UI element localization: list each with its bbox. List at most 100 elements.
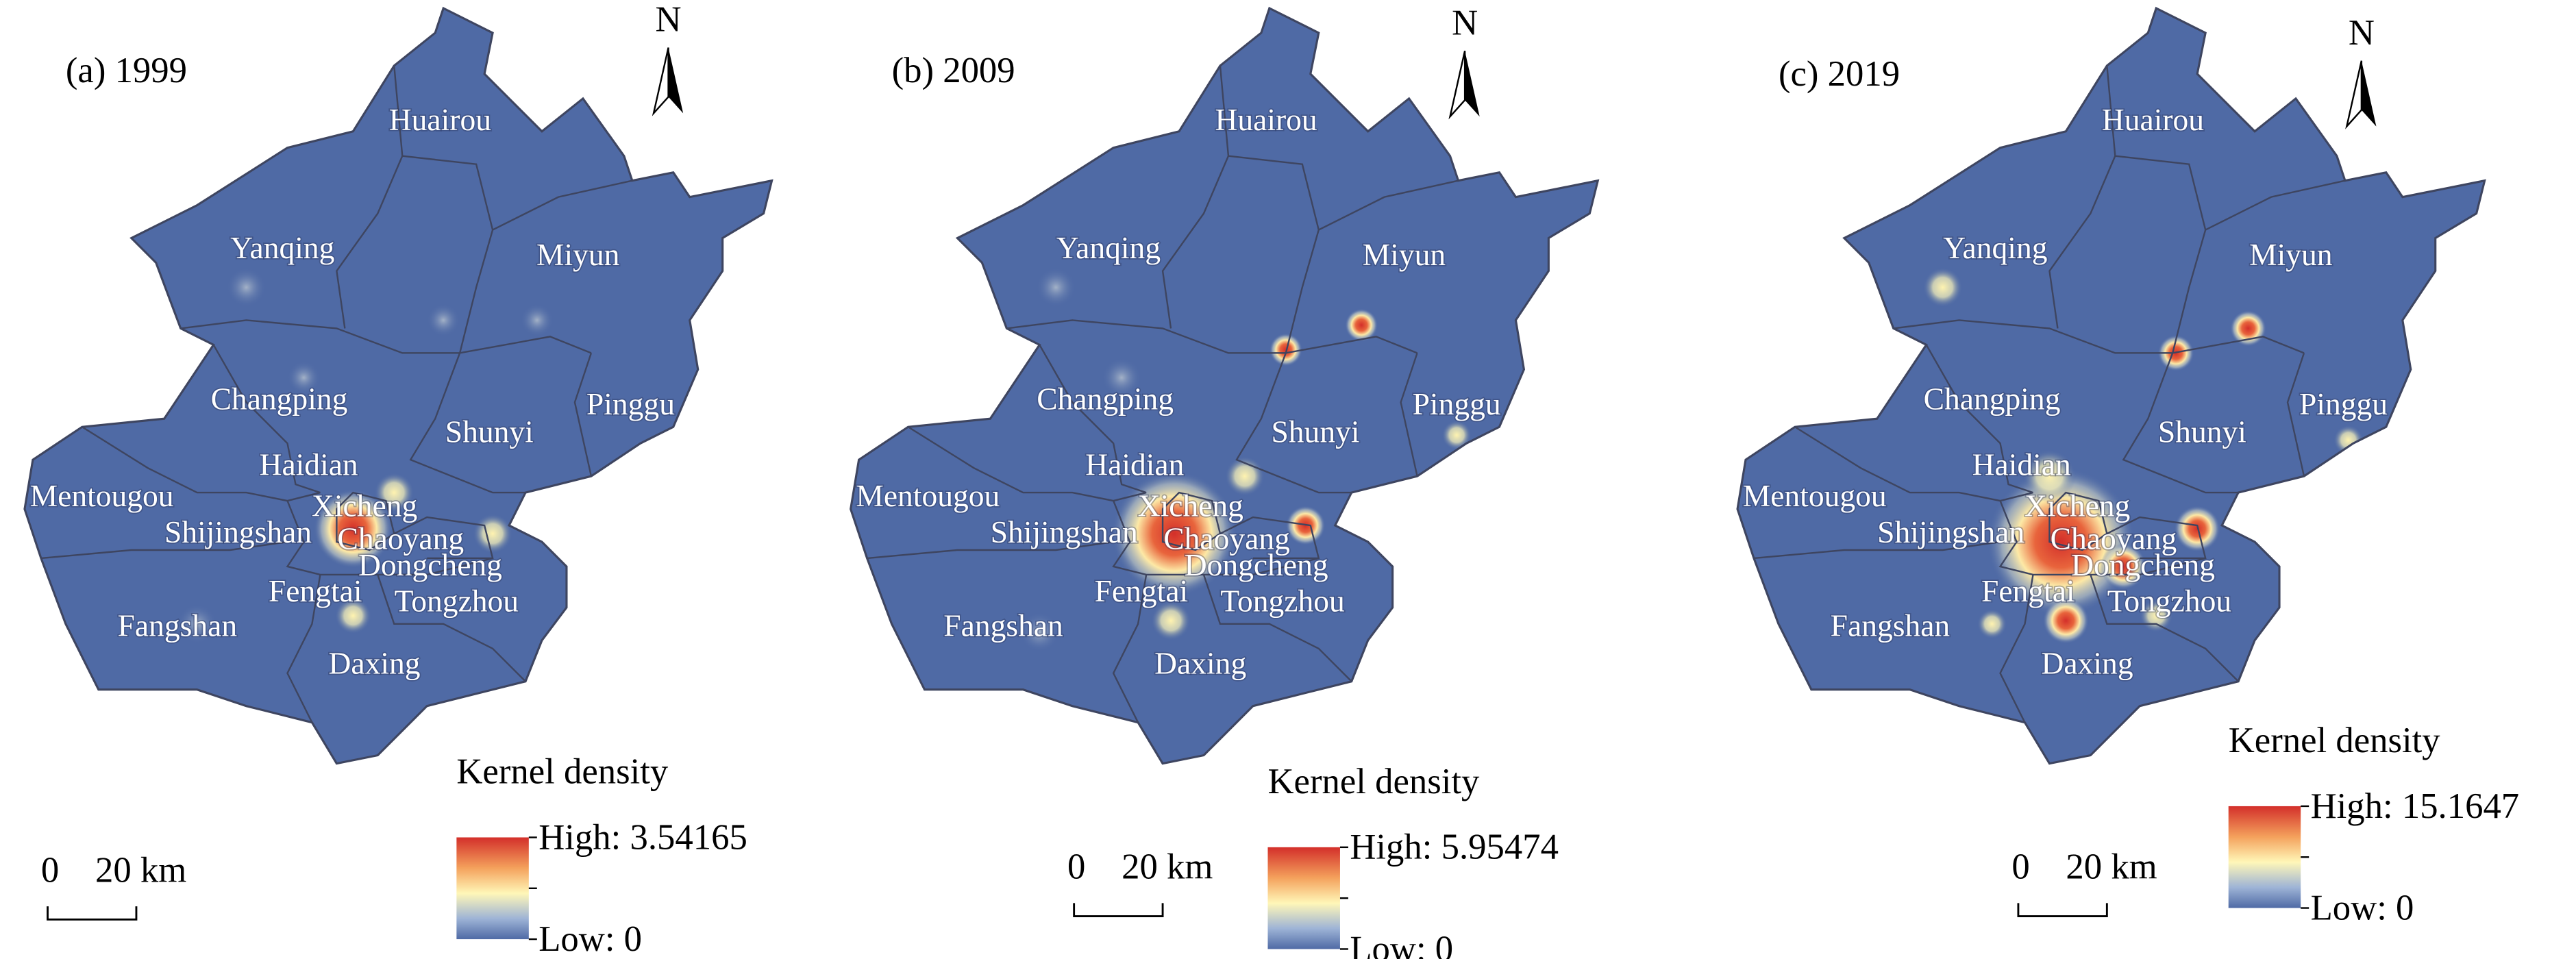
- scale-zero: 0: [2011, 847, 2029, 887]
- district-label: Tongzhou: [2107, 584, 2231, 619]
- district-label: Miyun: [2249, 237, 2333, 272]
- legend-title: Kernel density: [2229, 721, 2441, 760]
- district-border: [1925, 344, 2033, 494]
- district-label: Shunyi: [1271, 414, 1359, 449]
- hotspot: [1102, 358, 1141, 398]
- district-border: [40, 540, 288, 560]
- district-label: Changping: [1924, 382, 2061, 416]
- hotspot: [226, 267, 267, 308]
- hotspot: [374, 473, 414, 512]
- scale-bar: [2017, 903, 2108, 917]
- hotspot: [520, 303, 554, 337]
- district-label: Huairou: [389, 102, 491, 137]
- district-label: Huairou: [1215, 102, 1317, 137]
- north-label: N: [1452, 3, 1478, 42]
- hotspot: [177, 604, 217, 644]
- district-border: [2048, 65, 2116, 329]
- district-label: Mentougou: [856, 478, 1000, 513]
- hotspot: [1922, 267, 1963, 308]
- scale-bar: [1073, 903, 1164, 917]
- district-label: Mentougou: [1743, 478, 1887, 513]
- district-border: [286, 574, 321, 723]
- district-border: [1893, 319, 2305, 354]
- district-border: [1999, 574, 2034, 723]
- district-border: [492, 179, 633, 231]
- hotspot: [1036, 267, 1076, 308]
- north-arrow-left: [1448, 51, 1466, 120]
- legend-low: Low: 0: [538, 919, 642, 959]
- scale-distance: 20 km: [2066, 847, 2157, 887]
- hotspot: [1987, 468, 2135, 616]
- district-border: [409, 352, 526, 494]
- district-border: [1235, 352, 1352, 494]
- density-surface: [177, 267, 554, 644]
- district-border: [907, 426, 1147, 502]
- district-border: [1318, 179, 1459, 231]
- hotspot: [2023, 449, 2076, 503]
- district-border: [1400, 352, 1418, 477]
- north-arrow-left: [2345, 60, 2363, 129]
- district-border: [573, 352, 593, 477]
- hotspot: [334, 597, 371, 634]
- district-label: Pinggu: [586, 386, 675, 421]
- scale-zero: 0: [41, 850, 59, 890]
- district-label: Miyun: [1363, 237, 1446, 272]
- district-label: Shunyi: [2158, 414, 2246, 449]
- panel-label: (b) 2009: [892, 51, 1015, 90]
- scale-distance: 20 km: [1122, 847, 1213, 887]
- scale-distance: 20 km: [95, 850, 186, 890]
- district-label: Daxing: [328, 646, 420, 681]
- hotspot: [1441, 420, 1472, 450]
- district-label: Fangshan: [118, 608, 238, 643]
- district-label: Daxing: [1154, 646, 1246, 681]
- district-label: Yanqing: [230, 230, 334, 265]
- district-label: Dongcheng: [2071, 547, 2215, 582]
- hotspot: [2042, 597, 2089, 644]
- map-panel: Huairou Yanqing Miyun Changping Pinggu Shunyi…: [850, 3, 1600, 959]
- north-arrow-right: [668, 47, 684, 114]
- district-border: [1161, 65, 1230, 329]
- district-label: Pinggu: [2299, 386, 2388, 421]
- legend-low: Low: 0: [2311, 888, 2414, 927]
- hotspot: [2100, 543, 2146, 590]
- district-label: Daxing: [2042, 646, 2133, 681]
- density-surface: [1019, 267, 1472, 652]
- legend-title: Kernel density: [1267, 762, 1480, 801]
- district-border: [393, 516, 494, 560]
- district-label: Fengtai: [1095, 573, 1189, 608]
- hotspot: [1111, 471, 1237, 597]
- district-label: Huairou: [2102, 102, 2204, 137]
- legend-ramp: [2228, 806, 2301, 908]
- district-label: Yanqing: [1943, 230, 2047, 265]
- district-label: Xicheng: [312, 488, 417, 523]
- district-border: [180, 319, 592, 354]
- district-label: Shijingshan: [991, 514, 1138, 549]
- district-border: [336, 65, 404, 329]
- district-label: Fengtai: [269, 573, 362, 608]
- district-label: Changping: [211, 382, 348, 416]
- legend-ramp: [456, 837, 529, 940]
- district-border: [2286, 352, 2305, 477]
- map-panel: Huairou Yanqing Miyun Changping Pinggu Shunyi…: [23, 0, 773, 959]
- panel-label: (c) 2019: [1779, 54, 1900, 94]
- district-label: Fengtai: [1981, 573, 2075, 608]
- scale-zero: 0: [1067, 847, 1085, 887]
- district-border: [1112, 574, 1148, 723]
- district-label: Pinggu: [1413, 386, 1501, 421]
- district-border: [1753, 540, 2001, 560]
- region-outline: [23, 6, 773, 765]
- north-arrow-right: [1465, 51, 1480, 117]
- district-label: Haidian: [260, 447, 358, 482]
- district-border: [1039, 344, 1147, 494]
- district-label: Haidian: [1085, 447, 1184, 482]
- hotspot: [1345, 308, 1378, 342]
- hotspot: [1019, 612, 1060, 652]
- district-label: Fangshan: [1831, 608, 1950, 643]
- district-border: [1219, 516, 1320, 560]
- region-outline: [850, 6, 1600, 765]
- hotspot: [1977, 609, 2007, 639]
- legend-high: High: 5.95474: [1350, 827, 1559, 867]
- north-arrow-left: [652, 47, 669, 116]
- district-border: [2090, 574, 2239, 682]
